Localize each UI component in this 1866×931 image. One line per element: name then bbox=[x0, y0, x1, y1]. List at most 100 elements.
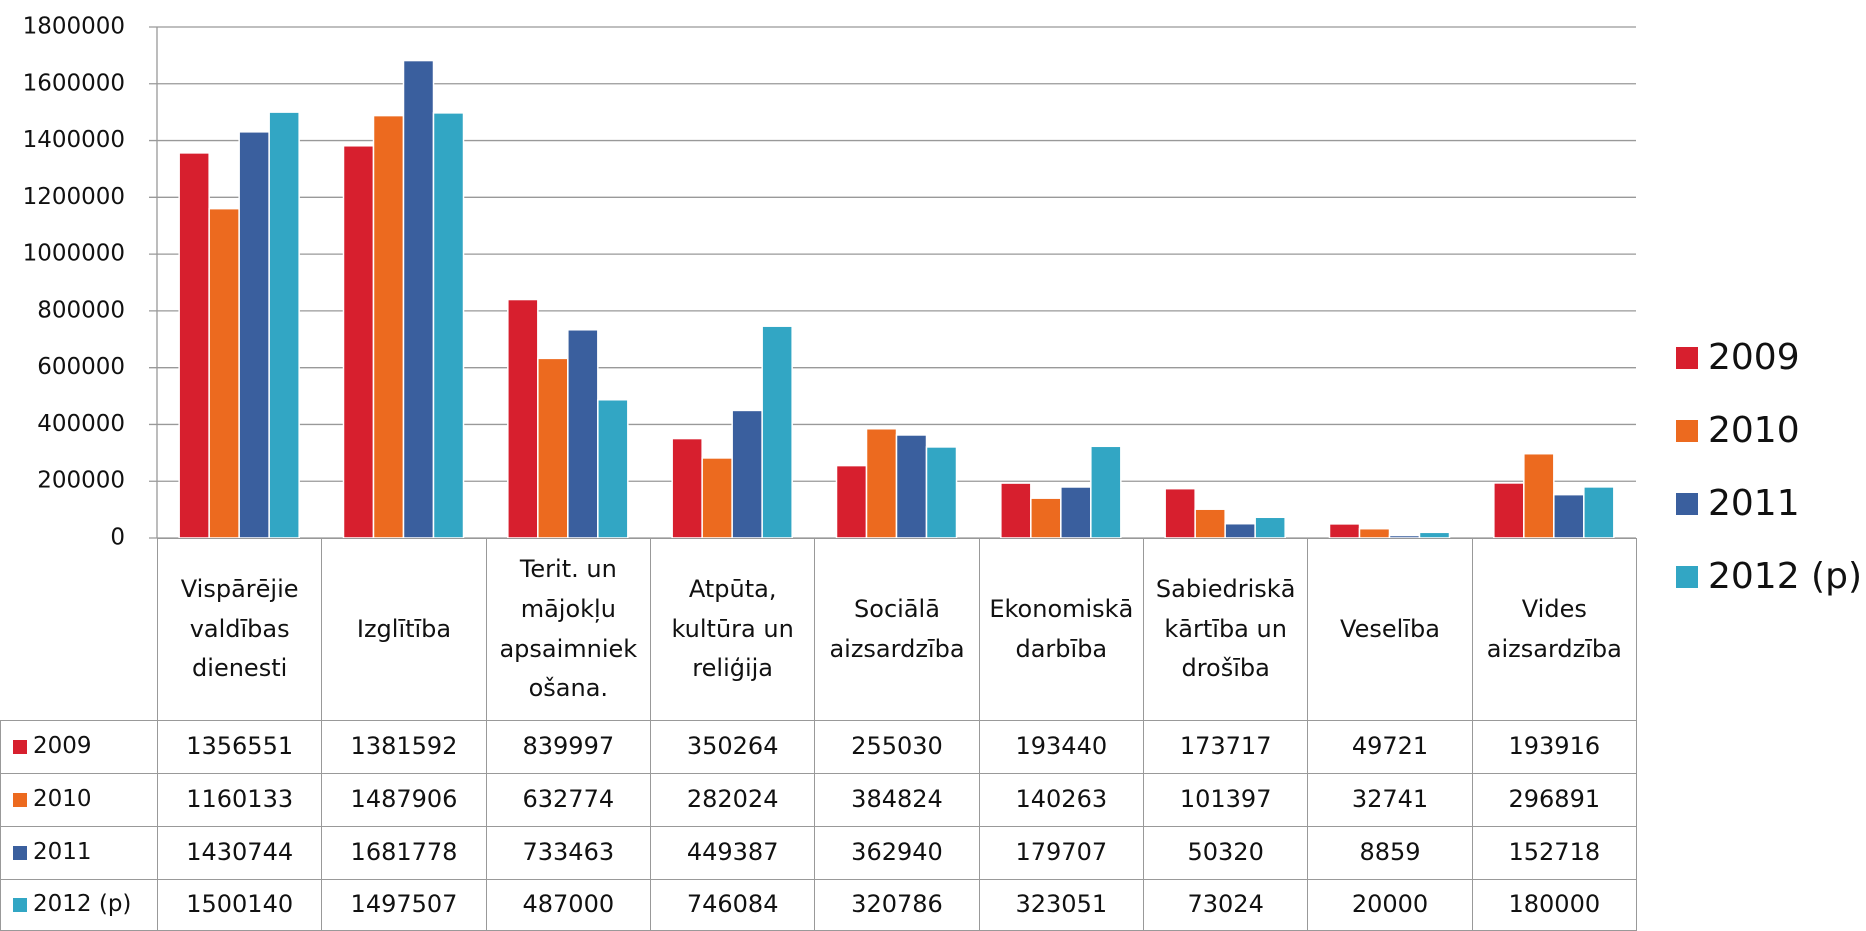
legend-key bbox=[1676, 565, 1698, 588]
legend-item: 2011 bbox=[1676, 483, 1800, 524]
table-value: 350264 bbox=[650, 720, 816, 774]
category-label: Veselība bbox=[1307, 538, 1473, 721]
table-value: 255030 bbox=[814, 720, 980, 774]
row-header: 2010 bbox=[0, 773, 158, 827]
table-value: 1497507 bbox=[321, 879, 487, 931]
category-label: Atpūta, kultūra un reliģija bbox=[650, 538, 816, 721]
table-value: 1160133 bbox=[157, 773, 323, 827]
row-header: 2012 (p) bbox=[0, 879, 158, 931]
legend-item: 2012 (p) bbox=[1676, 556, 1862, 597]
table-value: 1381592 bbox=[321, 720, 487, 774]
y-tick-label: 200000 bbox=[37, 468, 125, 494]
category-label: Sociālā aizsardzība bbox=[814, 538, 980, 721]
bar bbox=[925, 446, 958, 539]
legend-item: 2009 bbox=[1676, 337, 1800, 378]
legend-key bbox=[13, 898, 27, 912]
table-value: 1500140 bbox=[157, 879, 323, 931]
category-label: Ekonomiskā darbība bbox=[978, 538, 1144, 721]
table-value: 1487906 bbox=[321, 773, 487, 827]
bar bbox=[178, 152, 210, 539]
bar bbox=[208, 207, 240, 539]
bar bbox=[701, 457, 733, 539]
bar bbox=[238, 131, 270, 539]
bar bbox=[1090, 445, 1122, 539]
table-value: 839997 bbox=[485, 720, 651, 774]
legend-item: 2010 bbox=[1676, 410, 1800, 451]
bar bbox=[1164, 487, 1196, 539]
bar bbox=[1583, 486, 1615, 539]
bar bbox=[835, 464, 868, 539]
bar bbox=[1418, 531, 1451, 539]
series-name: 2012 (p) bbox=[33, 891, 132, 918]
table-value: 49721 bbox=[1307, 720, 1473, 774]
legend-key bbox=[13, 740, 27, 754]
table-value: 101397 bbox=[1143, 773, 1309, 827]
bar bbox=[1358, 527, 1391, 539]
bar bbox=[1254, 516, 1286, 539]
y-tick-label: 1800000 bbox=[23, 14, 125, 40]
bar bbox=[761, 325, 793, 539]
table-value: 20000 bbox=[1307, 879, 1473, 931]
table-value: 323051 bbox=[978, 879, 1144, 931]
bar bbox=[597, 398, 629, 539]
bar bbox=[432, 112, 465, 539]
category-label: Sabiedriskā kārtība un drošība bbox=[1143, 538, 1309, 721]
table-value: 73024 bbox=[1143, 879, 1309, 931]
bar bbox=[1224, 522, 1256, 539]
bar bbox=[567, 329, 599, 539]
row-header: 2009 bbox=[0, 720, 158, 774]
bar bbox=[671, 437, 703, 539]
table-value: 193440 bbox=[978, 720, 1144, 774]
bar bbox=[372, 114, 405, 539]
y-tick-label: 1200000 bbox=[23, 184, 125, 210]
bar bbox=[1194, 508, 1226, 539]
table-value: 746084 bbox=[650, 879, 816, 931]
table-value: 733463 bbox=[485, 826, 651, 880]
legend-key bbox=[1676, 346, 1698, 369]
table-value: 282024 bbox=[650, 773, 816, 827]
legend-key bbox=[13, 793, 27, 807]
bar bbox=[402, 59, 435, 539]
table-value: 362940 bbox=[814, 826, 980, 880]
table-value: 1430744 bbox=[157, 826, 323, 880]
table-value: 32741 bbox=[1307, 773, 1473, 827]
category-label: Vispārējie valdības dienesti bbox=[157, 538, 323, 721]
table-value: 320786 bbox=[814, 879, 980, 931]
table-value: 384824 bbox=[814, 773, 980, 827]
bar bbox=[537, 357, 569, 539]
legend-label: 2009 bbox=[1708, 337, 1800, 378]
y-tick-label: 800000 bbox=[37, 297, 125, 323]
table-value: 173717 bbox=[1143, 720, 1309, 774]
y-tick-label: 0 bbox=[110, 525, 125, 551]
row-header: 2011 bbox=[0, 826, 158, 880]
category-label: Izglītība bbox=[321, 538, 487, 721]
y-tick-label: 400000 bbox=[37, 411, 125, 437]
series-name: 2009 bbox=[33, 733, 92, 760]
legend-label: 2010 bbox=[1708, 410, 1800, 451]
legend-key bbox=[13, 846, 27, 860]
table-value: 449387 bbox=[650, 826, 816, 880]
table-value: 180000 bbox=[1471, 879, 1637, 931]
y-tick-label: 1400000 bbox=[23, 127, 125, 153]
series-name: 2011 bbox=[33, 839, 92, 866]
bar bbox=[1493, 482, 1525, 539]
bar bbox=[268, 111, 300, 539]
table-value: 8859 bbox=[1307, 826, 1473, 880]
category-label: Terit. un mājokļu apsaimniekošana. bbox=[485, 538, 651, 721]
category-label: Vides aizsardzība bbox=[1471, 538, 1637, 721]
legend-label: 2012 (p) bbox=[1708, 556, 1863, 597]
bar bbox=[865, 428, 898, 539]
table-value: 140263 bbox=[978, 773, 1144, 827]
table-value: 1356551 bbox=[157, 720, 323, 774]
legend-label: 2011 bbox=[1708, 483, 1800, 524]
table-value: 152718 bbox=[1471, 826, 1637, 880]
bar bbox=[1553, 493, 1585, 539]
table-value: 179707 bbox=[978, 826, 1144, 880]
bar bbox=[1060, 486, 1092, 539]
legend-key bbox=[1676, 419, 1698, 442]
bar bbox=[1523, 452, 1555, 539]
legend-key bbox=[1676, 492, 1698, 515]
table-value: 50320 bbox=[1143, 826, 1309, 880]
